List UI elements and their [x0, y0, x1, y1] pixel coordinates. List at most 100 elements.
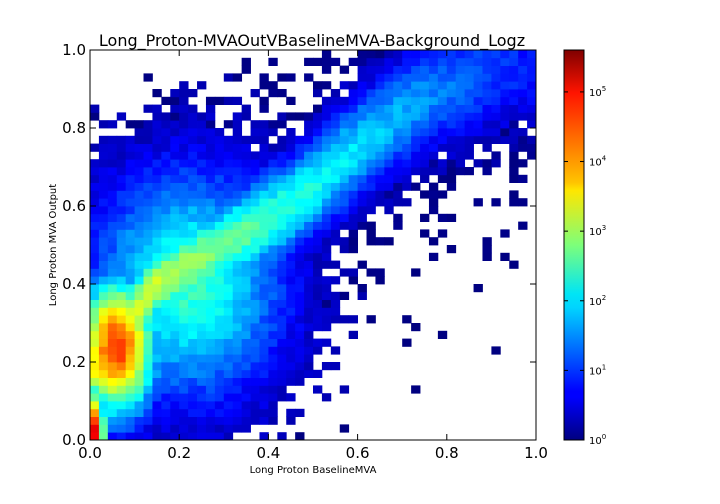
heatmap-cell [259, 167, 269, 176]
heatmap-cell [402, 174, 412, 183]
heatmap-cell [125, 245, 135, 254]
heatmap-cell [330, 291, 341, 300]
heatmap-cell [214, 96, 225, 105]
heatmap-cell [286, 276, 296, 285]
heatmap-cell [330, 135, 341, 144]
heatmap-cell [188, 260, 198, 269]
heatmap-cell [446, 135, 457, 144]
heatmap-cell [188, 338, 198, 347]
heatmap-cell [411, 50, 421, 59]
heatmap-cell [411, 104, 421, 113]
heatmap-cell [313, 104, 323, 113]
heatmap-cell [205, 338, 216, 347]
heatmap-cell [366, 96, 376, 105]
heatmap-cell [286, 393, 296, 402]
heatmap-cell [170, 354, 180, 363]
heatmap-cell [321, 299, 332, 308]
heatmap-cell [214, 260, 225, 269]
heatmap-cell [214, 151, 225, 160]
heatmap-cell [179, 128, 189, 137]
heatmap-cell [241, 260, 251, 269]
heatmap-cell [223, 190, 234, 199]
heatmap-cell [107, 221, 118, 230]
heatmap-cell [232, 299, 243, 308]
heatmap-cell [214, 315, 225, 324]
heatmap-cell [330, 299, 341, 308]
heatmap-cell [170, 408, 180, 417]
heatmap-cell [152, 252, 162, 261]
heatmap-cell [464, 96, 474, 105]
heatmap-cell [152, 151, 162, 160]
heatmap-cell [268, 330, 278, 339]
heatmap-cell [134, 393, 144, 402]
heatmap-cell [214, 408, 225, 417]
heatmap-cell [197, 299, 207, 308]
heatmap-cell [304, 120, 314, 129]
heatmap-cell [241, 221, 251, 230]
heatmap-cell [205, 424, 216, 433]
heatmap-cell [402, 159, 412, 168]
heatmap-cell [98, 260, 109, 269]
heatmap-cell [152, 284, 162, 293]
heatmap-cell [321, 229, 332, 238]
heatmap-cell [143, 198, 153, 207]
heatmap-cell [143, 416, 153, 425]
heatmap-cell [384, 73, 394, 82]
heatmap-cell [268, 362, 278, 371]
heatmap-cell [366, 237, 376, 246]
heatmap-cell [411, 159, 421, 168]
heatmap-cell [143, 268, 153, 277]
heatmap-cell [197, 323, 207, 332]
heatmap-cell [384, 198, 394, 207]
heatmap-cell [205, 377, 216, 386]
heatmap-cell [428, 112, 439, 121]
heatmap-cell [232, 307, 243, 316]
heatmap-cell [268, 393, 278, 402]
heatmap-cell [205, 104, 216, 113]
heatmap-cell [197, 354, 207, 363]
heatmap-cell [107, 252, 118, 261]
heatmap-cell [116, 143, 127, 152]
heatmap-cell [295, 245, 305, 254]
heatmap-cell [286, 143, 296, 152]
heatmap-cell [464, 135, 474, 144]
heatmap-cell [134, 307, 144, 316]
heatmap-cell [321, 65, 332, 74]
heatmap-cell [250, 315, 260, 324]
heatmap-cell [268, 159, 278, 168]
heatmap-cell [205, 346, 216, 355]
heatmap-cell [223, 299, 234, 308]
heatmap-cell [188, 362, 198, 371]
heatmap-cell [107, 393, 118, 402]
heatmap-cell [107, 167, 118, 176]
heatmap-cell [214, 393, 225, 402]
heatmap-cell [446, 213, 457, 222]
heatmap-cell [197, 424, 207, 433]
heatmap-cell [223, 393, 234, 402]
heatmap-cell [384, 112, 394, 121]
heatmap-cell [464, 65, 474, 74]
heatmap-cell [107, 135, 118, 144]
heatmap-cell [241, 393, 251, 402]
heatmap-cell [313, 385, 323, 394]
heatmap-cell [143, 330, 153, 339]
heatmap-cell [241, 159, 251, 168]
heatmap-cell [446, 112, 457, 121]
heatmap-cell [197, 268, 207, 277]
heatmap-cell [223, 323, 234, 332]
heatmap-cell [107, 416, 118, 425]
heatmap-cell [277, 221, 287, 230]
heatmap-cell [170, 299, 180, 308]
heatmap-cell [116, 167, 127, 176]
heatmap-cell [250, 198, 260, 207]
heatmap-cell [295, 143, 305, 152]
heatmap-cell [214, 221, 225, 230]
heatmap-cell [509, 151, 519, 160]
heatmap-cell [277, 190, 287, 199]
heatmap-cell [214, 167, 225, 176]
heatmap-cell [107, 408, 118, 417]
heatmap-cell [268, 284, 278, 293]
heatmap-cell [277, 151, 287, 160]
heatmap-cell [286, 151, 296, 160]
